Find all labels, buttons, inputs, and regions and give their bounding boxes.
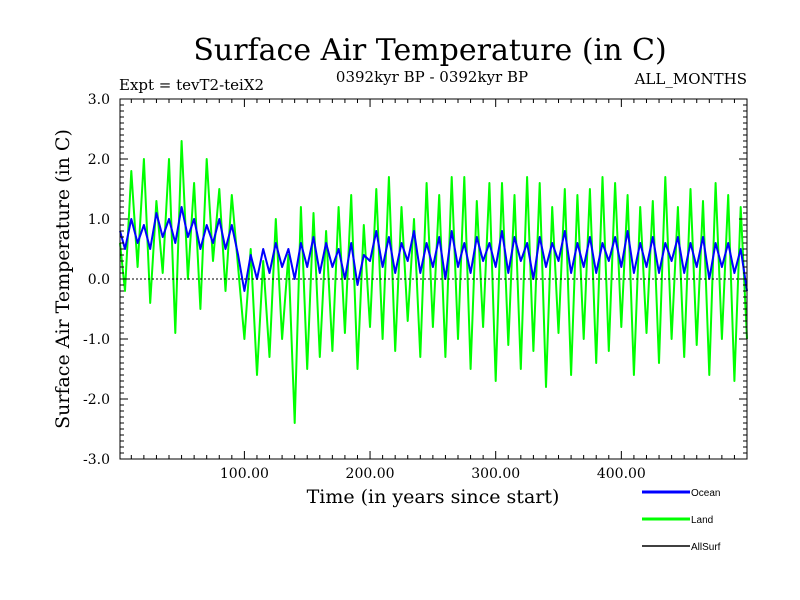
y-tick-label: 2.0	[88, 152, 110, 168]
legend: Ocean Land AllSurf	[642, 488, 721, 553]
y-tick-label: 0.0	[88, 272, 110, 288]
y-axis-ticks: -3.0 -2.0 -1.0 0.0 1.0 2.0 3.0	[83, 92, 747, 468]
y-tick-label: 1.0	[88, 212, 110, 228]
x-axis-ticks: 100.00 200.00 300.00 400.00	[130, 99, 735, 482]
y-tick-label: -2.0	[83, 392, 110, 408]
y-tick-label: 3.0	[88, 92, 110, 108]
months-label: ALL_MONTHS	[634, 70, 747, 88]
series-line-land	[119, 140, 748, 424]
y-tick-label: -3.0	[83, 452, 110, 468]
x-tick-label: 100.00	[220, 466, 269, 482]
experiment-label: Expt = tevT2-teiX2	[119, 76, 264, 94]
legend-label-land: Land	[691, 515, 713, 526]
chart-title: Surface Air Temperature (in C)	[193, 33, 666, 68]
series-line-ocean	[119, 206, 748, 292]
legend-label-ocean: Ocean	[691, 488, 720, 499]
x-tick-label: 300.00	[471, 466, 520, 482]
x-tick-label: 200.00	[346, 466, 395, 482]
plot-area	[119, 140, 748, 424]
y-tick-label: -1.0	[83, 332, 110, 348]
x-tick-label: 400.00	[597, 466, 646, 482]
x-axis-label: Time (in years since start)	[307, 486, 560, 508]
y-axis-label: Surface Air Temperature (in C)	[52, 129, 74, 429]
period-label: 0392kyr BP - 0392kyr BP	[336, 68, 528, 86]
legend-label-allsurf: AllSurf	[691, 542, 721, 553]
